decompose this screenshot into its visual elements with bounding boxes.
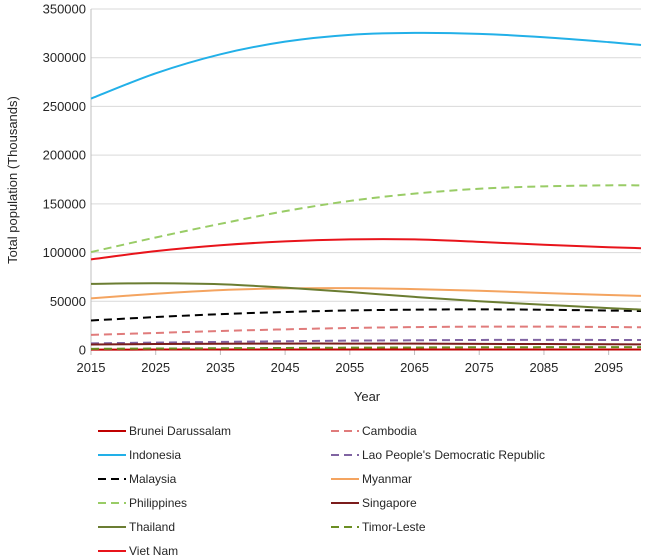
x-tick-label: 2065	[400, 360, 429, 375]
legend-label: Viet Nam	[129, 544, 178, 558]
legend-label: Lao People's Democratic Republic	[362, 448, 545, 462]
y-tick-label: 250000	[43, 99, 86, 114]
axes	[90, 9, 641, 355]
x-tick-label: 2095	[594, 360, 623, 375]
legend-label: Indonesia	[129, 448, 181, 462]
x-tick-label: 2075	[465, 360, 494, 375]
y-tick-label: 350000	[43, 2, 86, 17]
y-tick-label: 0	[79, 343, 86, 358]
legend-label: Cambodia	[362, 424, 417, 438]
x-tick-label: 2085	[529, 360, 558, 375]
series-line-timor-leste	[90, 346, 642, 350]
x-tick-label: 2035	[206, 360, 235, 375]
series-line-myanmar	[90, 287, 642, 300]
series-line-cambodia	[90, 325, 642, 336]
legend-label: Myanmar	[362, 472, 412, 486]
x-tick-label: 2015	[77, 360, 106, 375]
x-tick-label: 2055	[335, 360, 364, 375]
y-axis-title: Total population (Thousands)	[5, 96, 20, 264]
legend-label: Thailand	[129, 520, 175, 534]
x-axis-title: Year	[354, 389, 381, 404]
gridlines	[91, 8, 641, 302]
legend: Brunei Darussalam Cambodia Indonesia Lao Pe…	[98, 424, 545, 558]
y-tick-label: 100000	[43, 245, 86, 260]
series-line-malaysia	[90, 308, 642, 322]
x-tick-label: 2025	[141, 360, 170, 375]
series-line-philippines	[90, 184, 642, 254]
y-tick-label: 300000	[43, 50, 86, 65]
y-tick-label: 150000	[43, 196, 86, 211]
series-line-thailand	[90, 282, 642, 311]
x-tick-label: 2045	[271, 360, 300, 375]
legend-label: Singapore	[362, 496, 417, 510]
series-line-lao-people-s-democratic-republic	[90, 338, 642, 345]
series-line-singapore	[90, 342, 642, 346]
legend-label: Malaysia	[129, 472, 177, 486]
series-line-indonesia	[90, 31, 642, 100]
y-tick-label: 50000	[50, 294, 86, 309]
legend-label: Brunei Darussalam	[129, 424, 231, 438]
y-tick-label: 200000	[43, 148, 86, 163]
plot-area	[90, 31, 642, 351]
legend-label: Timor-Leste	[362, 520, 426, 534]
tick-labels: 0 50000 100000 150000 200000 250000 300000 3500…	[43, 2, 623, 376]
series-line-viet-nam	[90, 238, 642, 261]
legend-label: Philippines	[129, 496, 187, 510]
